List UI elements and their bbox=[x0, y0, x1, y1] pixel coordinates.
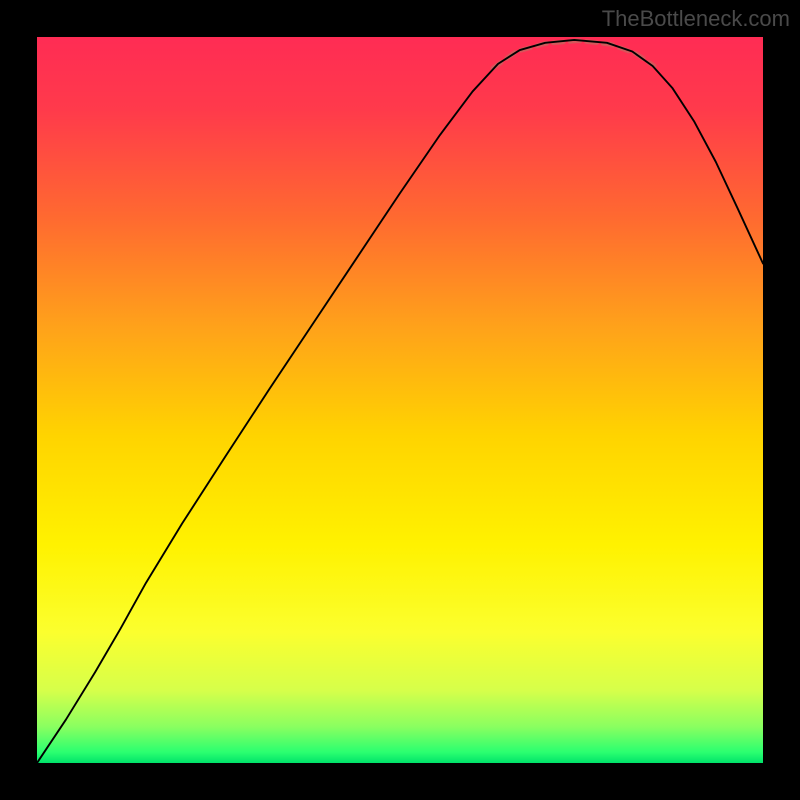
plot-area bbox=[37, 37, 763, 763]
chart-lines bbox=[37, 37, 763, 763]
highlight-segment bbox=[493, 41, 654, 69]
watermark-text: TheBottleneck.com bbox=[602, 6, 790, 32]
main-curve bbox=[37, 40, 763, 763]
